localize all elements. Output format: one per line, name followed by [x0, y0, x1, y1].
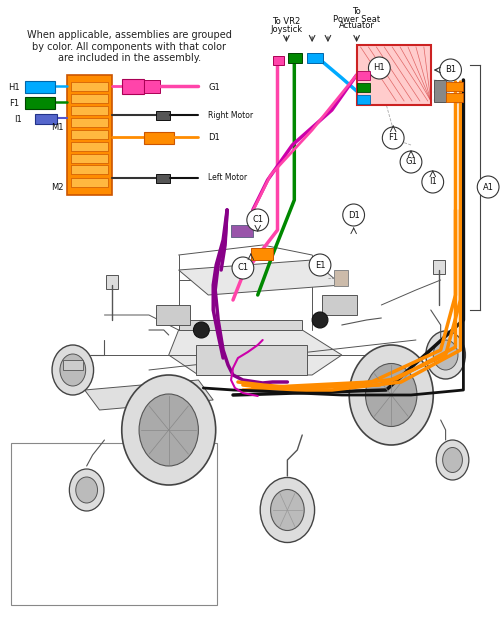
Polygon shape — [178, 320, 302, 330]
Bar — [288, 53, 302, 63]
Text: F1: F1 — [388, 134, 398, 142]
Bar — [322, 295, 356, 315]
Ellipse shape — [60, 354, 86, 386]
Circle shape — [247, 209, 268, 231]
Circle shape — [312, 312, 328, 328]
Circle shape — [368, 57, 390, 79]
Text: Right Motor: Right Motor — [208, 111, 254, 120]
Text: H1: H1 — [374, 63, 385, 73]
Polygon shape — [178, 260, 342, 295]
Ellipse shape — [436, 440, 469, 480]
Bar — [63, 360, 82, 370]
Ellipse shape — [434, 340, 458, 370]
Bar — [35, 114, 57, 124]
Text: G1: G1 — [208, 82, 220, 92]
Ellipse shape — [349, 345, 434, 445]
Bar — [356, 83, 370, 92]
Text: G1: G1 — [405, 158, 417, 166]
Bar — [356, 95, 370, 104]
Text: B1: B1 — [445, 65, 456, 75]
Text: Left Motor: Left Motor — [208, 173, 248, 182]
Ellipse shape — [52, 345, 94, 395]
Bar — [71, 82, 108, 91]
Text: C1: C1 — [238, 263, 248, 272]
Circle shape — [382, 127, 404, 149]
Text: Actuator: Actuator — [338, 22, 374, 30]
Bar — [434, 80, 446, 102]
Ellipse shape — [70, 469, 104, 511]
Ellipse shape — [76, 477, 98, 503]
Text: M2: M2 — [50, 184, 63, 192]
Text: M1: M1 — [50, 123, 63, 132]
Text: I1: I1 — [14, 115, 22, 123]
Bar — [156, 174, 170, 183]
Text: When applicable, assemblies are grouped
by color. All components with that color: When applicable, assemblies are grouped … — [26, 30, 232, 63]
Bar — [71, 178, 108, 187]
Text: E1: E1 — [315, 261, 326, 270]
Circle shape — [400, 151, 422, 173]
Bar — [433, 260, 444, 274]
Bar — [71, 130, 108, 139]
Bar — [356, 71, 370, 80]
Text: I1: I1 — [429, 177, 436, 187]
Polygon shape — [84, 380, 213, 410]
Bar — [26, 81, 55, 93]
Ellipse shape — [426, 331, 466, 379]
Bar — [334, 270, 347, 286]
Text: To VR2: To VR2 — [272, 18, 300, 27]
Bar — [67, 75, 112, 195]
Text: Joystick: Joystick — [270, 25, 302, 34]
Bar — [71, 106, 108, 115]
Text: C1: C1 — [252, 215, 264, 225]
Polygon shape — [168, 330, 342, 375]
Bar — [144, 80, 160, 93]
Ellipse shape — [270, 489, 304, 530]
Bar — [122, 79, 144, 94]
Circle shape — [343, 204, 364, 226]
Bar — [71, 94, 108, 103]
Bar — [71, 165, 108, 174]
Circle shape — [309, 254, 331, 276]
Bar — [12, 443, 216, 605]
Ellipse shape — [366, 363, 417, 427]
Circle shape — [478, 176, 499, 198]
Polygon shape — [196, 345, 307, 375]
Bar — [71, 118, 108, 127]
Ellipse shape — [442, 448, 462, 472]
Circle shape — [422, 171, 444, 193]
Bar — [71, 154, 108, 163]
Bar — [156, 111, 170, 120]
Bar — [251, 248, 272, 260]
Text: F1: F1 — [10, 99, 20, 108]
Text: Power Seat: Power Seat — [333, 15, 380, 23]
Bar — [231, 225, 253, 237]
Text: D1: D1 — [208, 132, 220, 142]
Bar — [71, 142, 108, 151]
Bar — [356, 45, 431, 105]
Bar — [446, 93, 464, 102]
Ellipse shape — [139, 394, 198, 466]
Bar — [106, 275, 118, 289]
Circle shape — [194, 322, 210, 338]
Bar — [156, 305, 190, 325]
Bar — [446, 82, 464, 91]
Circle shape — [232, 257, 254, 279]
Ellipse shape — [260, 477, 314, 542]
Text: A1: A1 — [482, 182, 494, 192]
Bar — [272, 56, 284, 65]
Text: D1: D1 — [348, 211, 360, 220]
Bar — [144, 132, 174, 144]
Circle shape — [440, 59, 462, 81]
Text: To: To — [352, 8, 361, 16]
Ellipse shape — [122, 375, 216, 485]
Bar — [26, 97, 55, 109]
Text: H1: H1 — [8, 82, 20, 92]
Bar — [307, 53, 323, 63]
